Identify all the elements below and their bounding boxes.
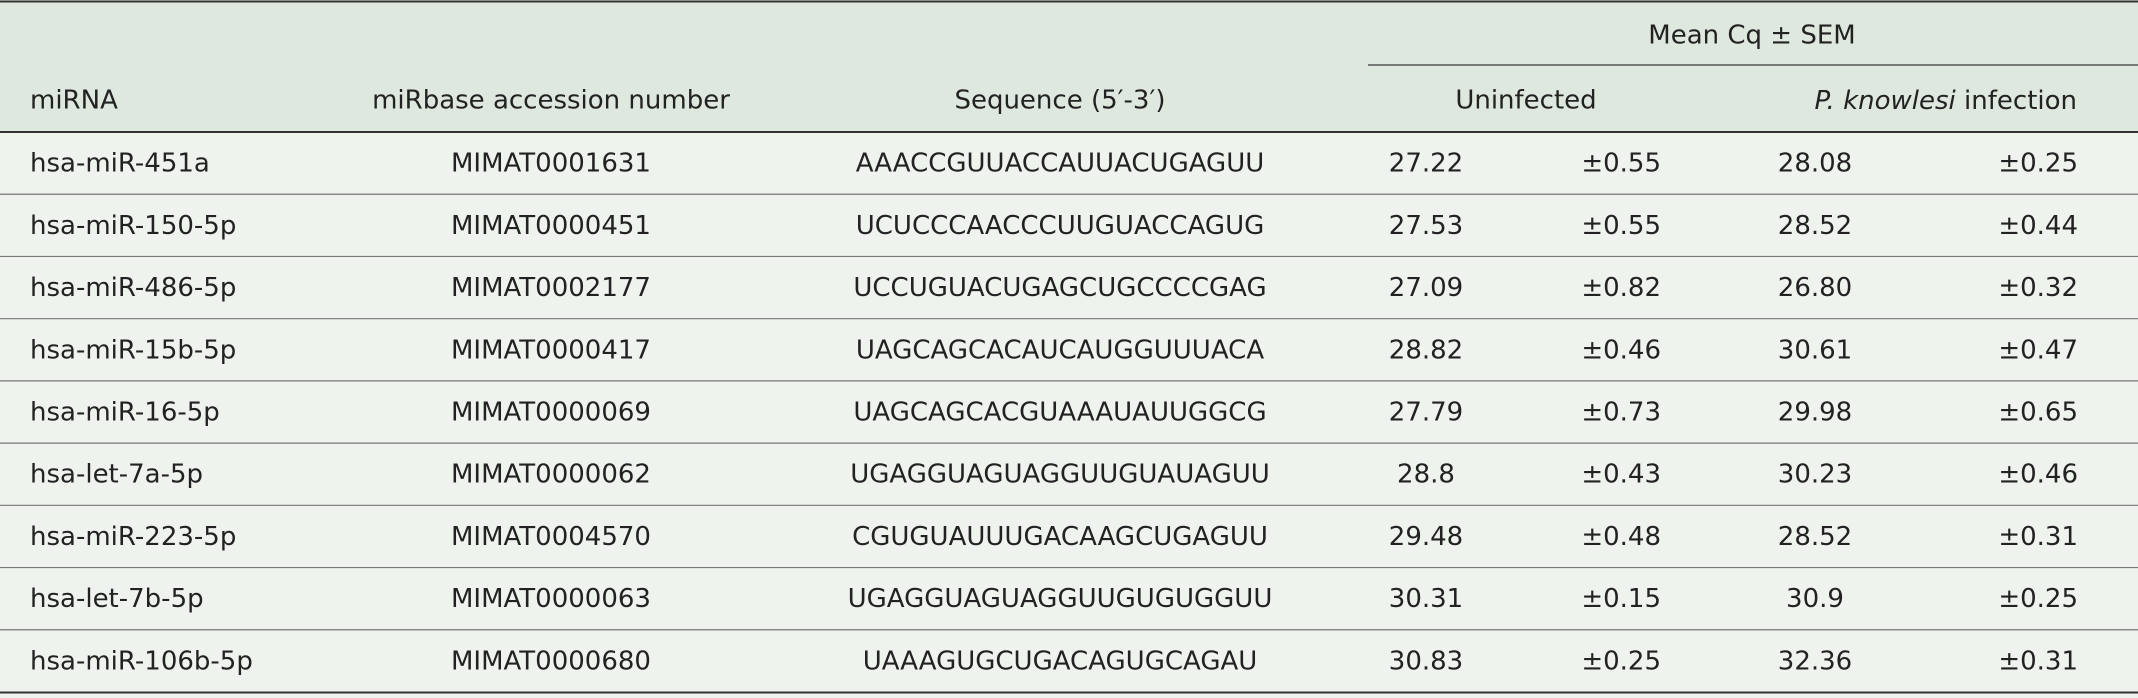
cell: hsa-miR-451a [30,149,210,179]
cell: MIMAT0000417 [451,335,651,365]
cell: ±0.31 [1998,646,2078,676]
cell: UAGCAGCACGUAAAUAUUGGCG [853,398,1266,428]
cell: MIMAT0000680 [451,646,651,676]
cell: MIMAT0004570 [451,522,651,552]
cell: ±0.43 [1581,460,1661,490]
cell: 27.22 [1389,149,1463,179]
cell: 30.23 [1778,460,1852,490]
header-background [0,0,2138,132]
cell: 30.31 [1389,584,1463,614]
body-background [0,132,2138,694]
column-header-italic: P. knowlesi [1814,86,1956,116]
cell: UGAGGUAGUAGGUUGUGUGGUU [848,584,1273,614]
cell: 32.36 [1778,646,1852,676]
cell: UCUCCCAACCCUUGUACCAGUG [856,211,1265,241]
cell: 27.53 [1389,211,1463,241]
cell: 28.8 [1397,460,1455,490]
cell: ±0.25 [1998,584,2078,614]
cell: ±0.25 [1581,646,1661,676]
cell: UAAAGUGCUGACAGUGCAGAU [863,646,1258,676]
cell: AAACCGUUACCAUUACUGAGUU [856,149,1265,179]
cell: hsa-miR-16-5p [30,398,220,428]
column-header: P. knowlesi infection [1814,86,2077,116]
cell: 29.48 [1389,522,1463,552]
cell: UGAGGUAGUAGGUUGUAUAGUU [850,460,1270,490]
cell: ±0.44 [1998,211,2078,241]
cell: 29.98 [1778,398,1852,428]
column-header: Sequence (5′-3′) [954,86,1165,116]
column-header-text: infection [1956,86,2077,116]
cell: hsa-miR-223-5p [30,522,236,552]
cell: 30.61 [1778,335,1852,365]
cell: ±0.48 [1581,522,1661,552]
cell: 28.52 [1778,522,1852,552]
cell: 27.09 [1389,273,1463,303]
cell: UAGCAGCACAUCAUGGUUUACA [856,335,1264,365]
cell: 30.83 [1389,646,1463,676]
cell: ±0.32 [1998,273,2078,303]
cell: hsa-let-7b-5p [30,584,204,614]
cell: 27.79 [1389,398,1463,428]
cell: ±0.47 [1998,335,2078,365]
cell: MIMAT0000062 [451,460,651,490]
cell: ±0.46 [1581,335,1661,365]
cell: MIMAT0000069 [451,398,651,428]
cell: 26.80 [1778,273,1852,303]
column-header: miRNA [30,86,118,116]
cell: 28.52 [1778,211,1852,241]
cell: ±0.15 [1581,584,1661,614]
cell: MIMAT0000451 [451,211,651,241]
cell: ±0.55 [1581,211,1661,241]
cell: ±0.31 [1998,522,2078,552]
cell: ±0.46 [1998,460,2078,490]
cell: hsa-miR-15b-5p [30,335,236,365]
cell: hsa-let-7a-5p [30,460,203,490]
cell: hsa-miR-106b-5p [30,646,253,676]
cell: ±0.65 [1998,398,2078,428]
column-header: Uninfected [1455,86,1596,116]
cell: 28.82 [1389,335,1463,365]
cell: MIMAT0001631 [451,149,651,179]
group-header: Mean Cq ± SEM [1648,21,1855,51]
column-header: miRbase accession number [372,86,730,116]
cell: CGUGUAUUUGACAAGCUGAGUU [852,522,1268,552]
cell: MIMAT0002177 [451,273,651,303]
cell: ±0.25 [1998,149,2078,179]
cell: 28.08 [1778,149,1852,179]
cell: hsa-miR-150-5p [30,211,236,241]
cell: MIMAT0000063 [451,584,651,614]
cell: 30.9 [1786,584,1844,614]
cell: hsa-miR-486-5p [30,273,236,303]
cell: ±0.82 [1581,273,1661,303]
cell: UCCUGUACUGAGCUGCCCCGAG [853,273,1266,303]
cell: ±0.73 [1581,398,1661,428]
cell: ±0.55 [1581,149,1661,179]
